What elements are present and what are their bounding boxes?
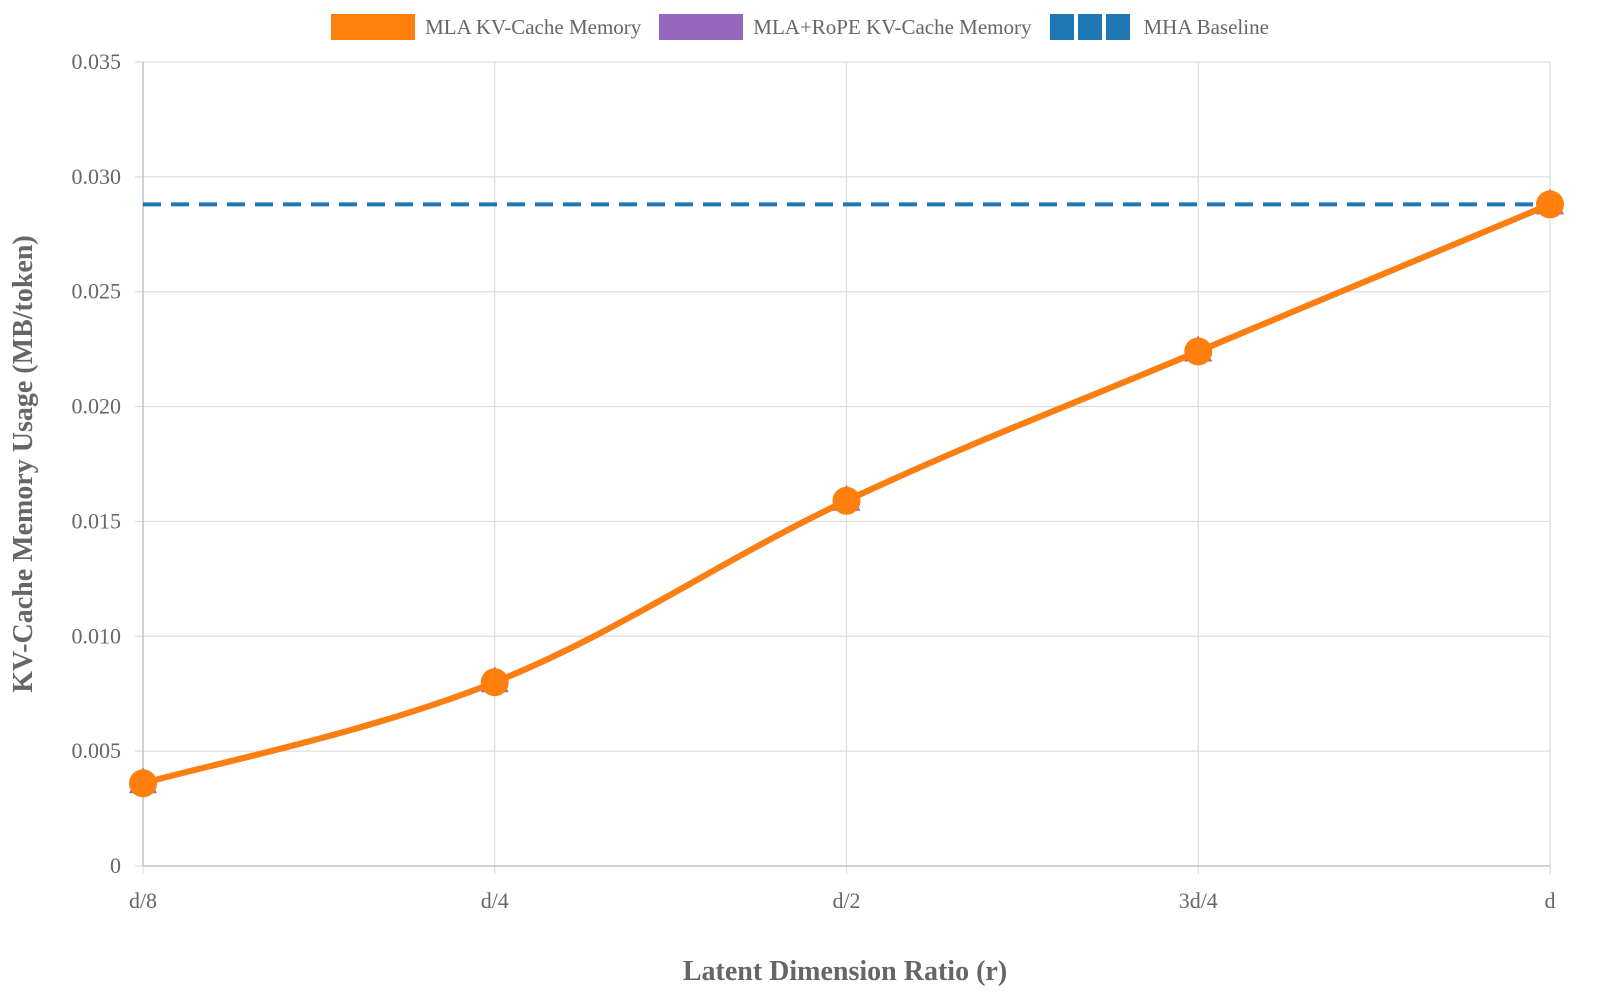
- x-tick-label: d/2: [832, 888, 860, 913]
- x-axis-title: Latent Dimension Ratio (r): [683, 956, 1007, 987]
- x-tick-label: d: [1545, 888, 1556, 913]
- legend-swatch-mha-baseline: [1049, 14, 1134, 40]
- y-tick-label: 0: [110, 853, 121, 878]
- y-tick-label: 0.010: [72, 623, 122, 648]
- legend-item-mla-rope[interactable]: MLA+RoPE KV-Cache Memory: [659, 14, 1032, 40]
- data-point-mla[interactable]: [129, 769, 157, 798]
- data-point-mla[interactable]: [832, 486, 861, 515]
- data-point-mla[interactable]: [1184, 337, 1213, 366]
- y-tick-label: 0.030: [72, 164, 122, 189]
- legend-item-mha-baseline[interactable]: MHA Baseline: [1049, 14, 1269, 40]
- legend-swatch-mla-rope: [659, 14, 744, 40]
- grid-lines: [135, 61, 1551, 874]
- y-axis-ticks: 0 0.005 0.010 0.015 0.020 0.025 0.030 0.035: [72, 49, 122, 878]
- x-axis-ticks: d/8 d/4 d/2 3d/4 d: [129, 888, 1556, 913]
- legend-swatch-dash: [1049, 14, 1074, 40]
- series-layer: [129, 188, 1564, 798]
- legend-swatch-dash: [1105, 14, 1130, 40]
- legend-swatch-dash: [1077, 14, 1102, 40]
- x-tick-label: d/4: [481, 888, 509, 913]
- legend-swatch-mla: [331, 14, 416, 40]
- y-tick-label: 0.015: [72, 508, 122, 533]
- x-tick-label: 3d/4: [1179, 888, 1218, 913]
- data-point-mla[interactable]: [480, 668, 509, 697]
- x-tick-label: d/8: [129, 888, 157, 913]
- y-axis-title: KV-Cache Memory Usage (MB/token): [8, 235, 39, 692]
- y-tick-label: 0.035: [72, 49, 122, 74]
- y-tick-label: 0.020: [72, 394, 122, 419]
- data-point-mla[interactable]: [1536, 190, 1564, 219]
- y-tick-label: 0.005: [72, 738, 122, 763]
- legend-label-mla: MLA KV-Cache Memory: [425, 14, 642, 39]
- y-tick-label: 0.025: [72, 279, 122, 304]
- legend-label-mha-baseline: MHA Baseline: [1143, 14, 1269, 39]
- chart-legend: MLA KV-Cache Memory MLA+RoPE KV-Cache Me…: [0, 14, 1600, 40]
- legend-item-mla[interactable]: MLA KV-Cache Memory: [331, 14, 641, 40]
- legend-label-mla-rope: MLA+RoPE KV-Cache Memory: [753, 14, 1032, 39]
